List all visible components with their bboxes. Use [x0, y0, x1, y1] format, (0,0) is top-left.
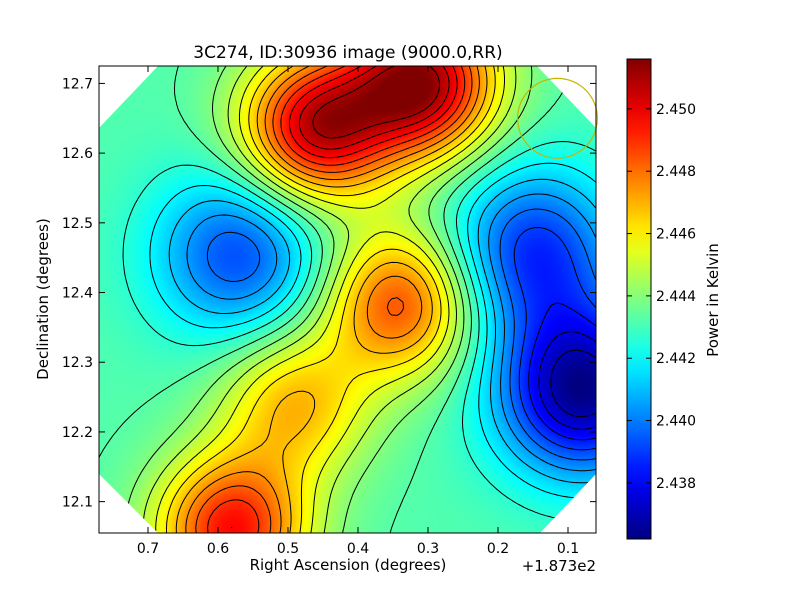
colorbar-tick-label: 2.446 [656, 227, 696, 243]
x-tick-label: 0.1 [557, 541, 579, 557]
colorbar-tick-label: 2.444 [656, 289, 696, 305]
y-tick-label: 12.4 [62, 286, 93, 302]
y-tick-label: 12.2 [62, 425, 93, 441]
beam-circle [516, 77, 598, 159]
y-tick-label: 12.3 [62, 355, 93, 371]
x-axis-label: Right Ascension (degrees) [250, 556, 447, 574]
y-tick-label: 12.6 [62, 146, 93, 162]
y-tick-label: 12.7 [62, 76, 93, 92]
x-tick-label: 0.4 [347, 541, 369, 557]
colorbar-tick-label: 2.448 [656, 164, 696, 180]
colorbar-tick-label: 2.440 [656, 414, 696, 430]
colorbar-tick-label: 2.438 [656, 476, 696, 492]
x-tick-label: 0.6 [207, 541, 229, 557]
y-axis-ticks: 12.1 12.2 12.3 12.4 12.5 12.6 12.7 [62, 76, 596, 511]
colorbar: 2.438 2.440 2.442 2.444 2.446 2.448 2.450 Powe… [626, 58, 722, 540]
colorbar-label: Power in Kelvin [704, 243, 722, 357]
plot-frame [98, 65, 597, 534]
x-tick-label: 0.7 [137, 541, 159, 557]
x-tick-label: 0.5 [277, 541, 299, 557]
x-tick-label: 0.3 [417, 541, 439, 557]
x-axis-offset: +1.873e2 [522, 557, 596, 575]
colorbar-frame [626, 58, 652, 540]
heatmap-plot: 0.7 0.6 0.5 0.4 0.3 0.2 0.1 12.112.212.312.412… [62, 65, 598, 557]
colorbar-ticks: 2.438 2.440 2.442 2.444 2.446 2.448 2.450 [627, 102, 696, 492]
x-tick-label: 0.2 [487, 541, 509, 557]
colorbar-gradient [627, 59, 651, 539]
contour-lines [99, 66, 596, 533]
y-tick-label: 12.1 [62, 495, 93, 511]
colorbar-tick-label: 2.442 [656, 351, 696, 367]
chart-title: 3C274, ID:30936 image (9000.0,RR) [193, 43, 502, 63]
contour-path [99, 66, 596, 533]
x-axis-ticks: 0.7 0.6 0.5 0.4 0.3 0.2 0.1 [137, 66, 579, 557]
y-axis-label: Declination (degrees) [34, 218, 52, 380]
colorbar-tick-label: 2.450 [656, 102, 696, 118]
y-tick-label: 12.5 [62, 216, 93, 232]
